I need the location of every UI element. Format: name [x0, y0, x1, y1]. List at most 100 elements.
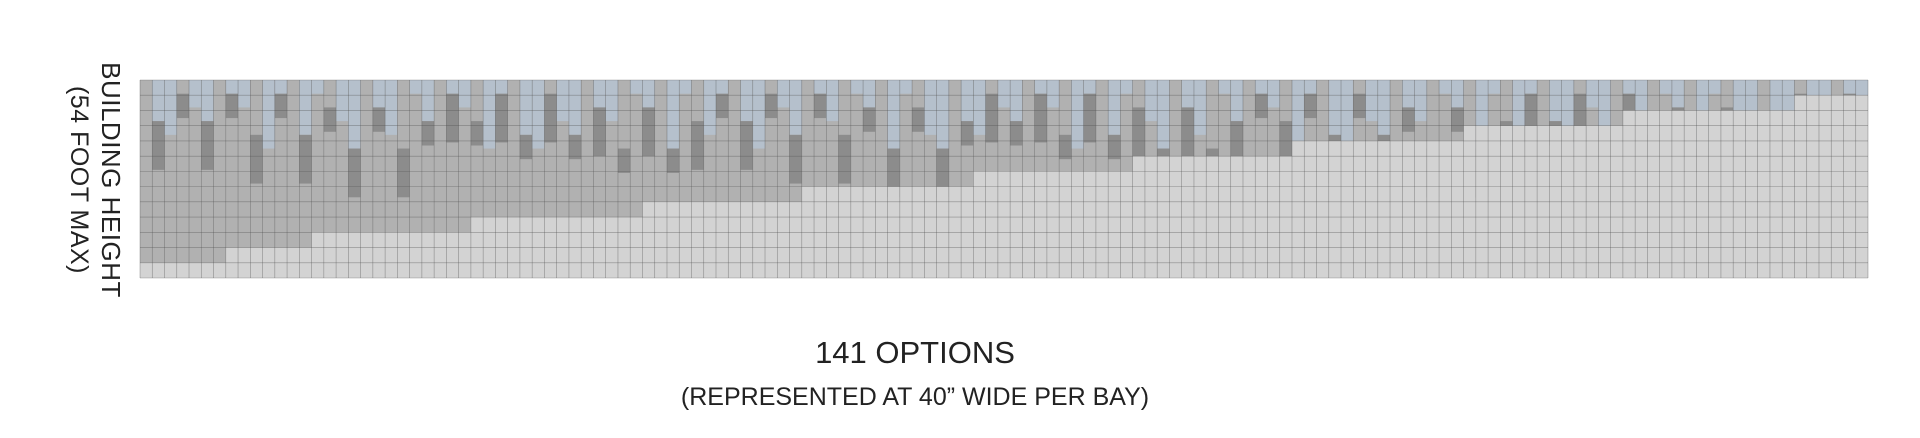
option-base-block: [642, 201, 655, 278]
option-base-block: [765, 201, 778, 278]
option-column: [801, 80, 815, 187]
option-column: [899, 80, 913, 187]
option-dark-block: [617, 148, 631, 173]
option-column: [470, 80, 484, 218]
option-upper-block: [1157, 80, 1170, 149]
option-dark-block: [470, 121, 484, 146]
option-upper-block: [421, 80, 435, 122]
option-base-block: [716, 201, 729, 278]
option-dark-block: [740, 121, 753, 170]
option-upper-block: [740, 80, 753, 122]
option-base-block: [1083, 171, 1096, 278]
option-base-block: [360, 232, 373, 278]
option-dark-block: [789, 134, 802, 184]
option-base-block: [1451, 140, 1464, 278]
option-dark-block: [446, 93, 459, 143]
option-base-block: [1377, 140, 1391, 278]
option-upper-block: [679, 80, 692, 94]
option-upper-block: [1708, 80, 1721, 94]
option-dark-block: [1010, 121, 1023, 146]
option-upper-block: [1598, 80, 1611, 135]
option-dark-block: [201, 121, 214, 170]
option-upper-block: [1365, 80, 1378, 122]
option-upper-block: [1292, 80, 1305, 149]
option-base-block: [1622, 110, 1636, 279]
option-upper-block: [311, 80, 324, 94]
option-dark-block: [691, 121, 704, 170]
option-base-block: [409, 232, 422, 278]
option-base-block: [1341, 140, 1354, 278]
option-upper-block: [262, 80, 275, 149]
option-base-block: [152, 262, 165, 278]
option-dark-block: [519, 134, 533, 160]
option-upper-block: [1671, 80, 1685, 108]
option-upper-block: [666, 80, 680, 149]
option-dark-block: [1402, 107, 1415, 132]
option-column: [1500, 80, 1513, 126]
option-upper-block: [1843, 80, 1856, 94]
option-dark-block: [1451, 107, 1464, 132]
y-axis-label-line1: BUILDING HEIGHT: [96, 62, 126, 298]
option-column: [287, 80, 300, 248]
option-base-block: [1046, 171, 1060, 278]
option-upper-block: [1083, 80, 1096, 94]
option-dark-block: [299, 134, 312, 184]
option-column: [1206, 80, 1219, 157]
option-base-block: [1328, 140, 1342, 278]
option-base-block: [213, 262, 226, 278]
option-base-block: [140, 262, 153, 278]
option-dark-block: [1353, 93, 1366, 119]
option-base-block: [323, 232, 337, 278]
option-upper-block: [1267, 80, 1280, 108]
option-upper-block: [1524, 80, 1538, 94]
option-base-block: [1782, 110, 1795, 279]
option-upper-block: [201, 80, 214, 122]
option-dark-block: [985, 93, 998, 143]
option-base-block: [1720, 110, 1734, 279]
option-dark-block: [274, 93, 288, 119]
option-base-block: [1316, 140, 1329, 278]
option-dark-block: [1304, 93, 1317, 119]
option-column: [1537, 80, 1550, 126]
option-base-block: [1684, 110, 1697, 279]
option-base-block: [1769, 110, 1783, 279]
option-upper-block: [850, 80, 864, 94]
option-column: [850, 80, 864, 187]
options-count-caption: 141 OPTIONS: [815, 335, 1015, 370]
option-upper-block: [1304, 80, 1317, 94]
option-upper-block: [1230, 80, 1243, 122]
option-base-block: [348, 232, 361, 278]
option-dark-block: [250, 134, 263, 184]
option-dark-block: [814, 93, 827, 119]
option-dark-block: [421, 121, 435, 146]
option-upper-block: [385, 80, 398, 135]
option-base-block: [654, 201, 667, 278]
option-upper-block: [164, 80, 177, 135]
option-column: [875, 80, 888, 187]
option-dark-block: [887, 148, 900, 198]
option-upper-block: [973, 80, 986, 135]
option-upper-block: [458, 80, 471, 108]
option-base-block: [1095, 171, 1109, 278]
option-column: [1169, 80, 1182, 157]
option-base-block: [1304, 140, 1317, 278]
option-upper-block: [1144, 80, 1158, 122]
option-base-block: [1757, 110, 1770, 279]
option-base-block: [666, 201, 680, 278]
option-column: [630, 80, 643, 218]
option-upper-block: [568, 80, 582, 135]
option-upper-block: [1439, 80, 1452, 94]
option-upper-block: [495, 80, 508, 94]
option-base-block: [1010, 171, 1023, 278]
option-upper-block: [593, 80, 606, 108]
option-base-block: [997, 171, 1011, 278]
option-column: [1610, 80, 1623, 126]
option-dark-block: [1108, 134, 1121, 160]
option-base-block: [1635, 110, 1648, 279]
option-dark-block: [152, 121, 165, 170]
option-base-block: [777, 201, 790, 278]
option-base-block: [703, 201, 716, 278]
option-column: [1831, 80, 1844, 96]
option-upper-block: [1108, 80, 1121, 135]
option-column: [948, 80, 962, 187]
